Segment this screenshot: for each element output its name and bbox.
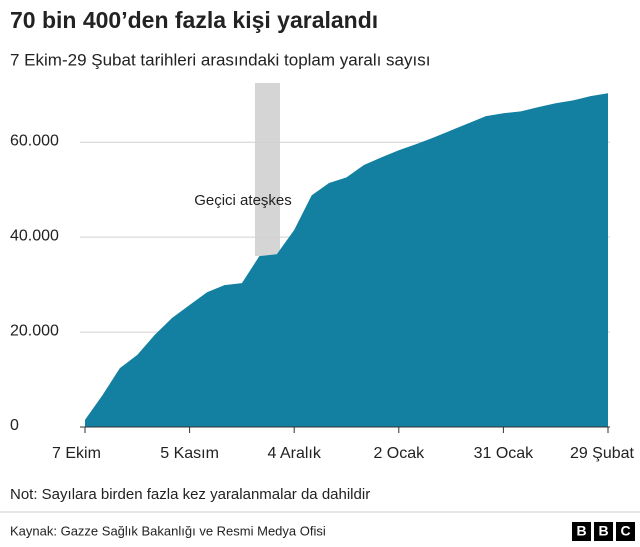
y-tick-label: 0	[10, 417, 19, 434]
chart-subtitle: 7 Ekim-29 Şubat tarihleri arasındaki top…	[10, 50, 430, 69]
logo-letter: B	[576, 523, 586, 539]
x-tick-label: 5 Kasım	[160, 445, 219, 462]
logo-letter: C	[620, 523, 630, 539]
note: Not: Sayılara birden fazla kez yaralanma…	[10, 486, 370, 503]
chart-title: 70 bin 400’den fazla kişi yaralandı	[10, 7, 378, 33]
y-tick-label: 60.000	[10, 132, 59, 149]
logo-letter: B	[598, 523, 608, 539]
annotation: Geçici ateşkes	[194, 192, 292, 209]
area	[85, 93, 608, 428]
y-tick-label: 20.000	[10, 322, 59, 339]
y-tick-label: 40.000	[10, 227, 59, 244]
x-tick-label: 4 Aralık	[268, 445, 322, 462]
ceasefire-band	[255, 83, 280, 256]
x-tick-label: 29 Şubat	[570, 445, 635, 462]
source: Kaynak: Gazze Sağlık Bakanlığı ve Resmi …	[10, 523, 326, 538]
x-tick-label: 31 Ocak	[474, 445, 535, 462]
logo-box	[616, 522, 635, 541]
logo-box	[594, 522, 613, 541]
x-tick-label: 7 Ekim	[52, 445, 101, 462]
logo-box	[572, 522, 591, 541]
x-tick-label: 2 Ocak	[373, 445, 425, 462]
